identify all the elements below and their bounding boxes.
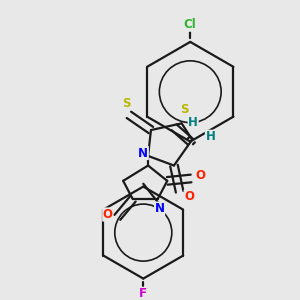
Text: F: F	[139, 287, 147, 300]
Text: S: S	[122, 97, 130, 110]
Text: H: H	[206, 130, 215, 143]
Text: H: H	[188, 116, 198, 129]
Text: O: O	[184, 190, 194, 203]
Text: O: O	[196, 169, 206, 182]
Text: Cl: Cl	[184, 18, 197, 31]
Text: S: S	[180, 103, 189, 116]
Text: O: O	[103, 208, 113, 221]
Text: N: N	[138, 147, 148, 160]
Text: N: N	[154, 202, 165, 215]
